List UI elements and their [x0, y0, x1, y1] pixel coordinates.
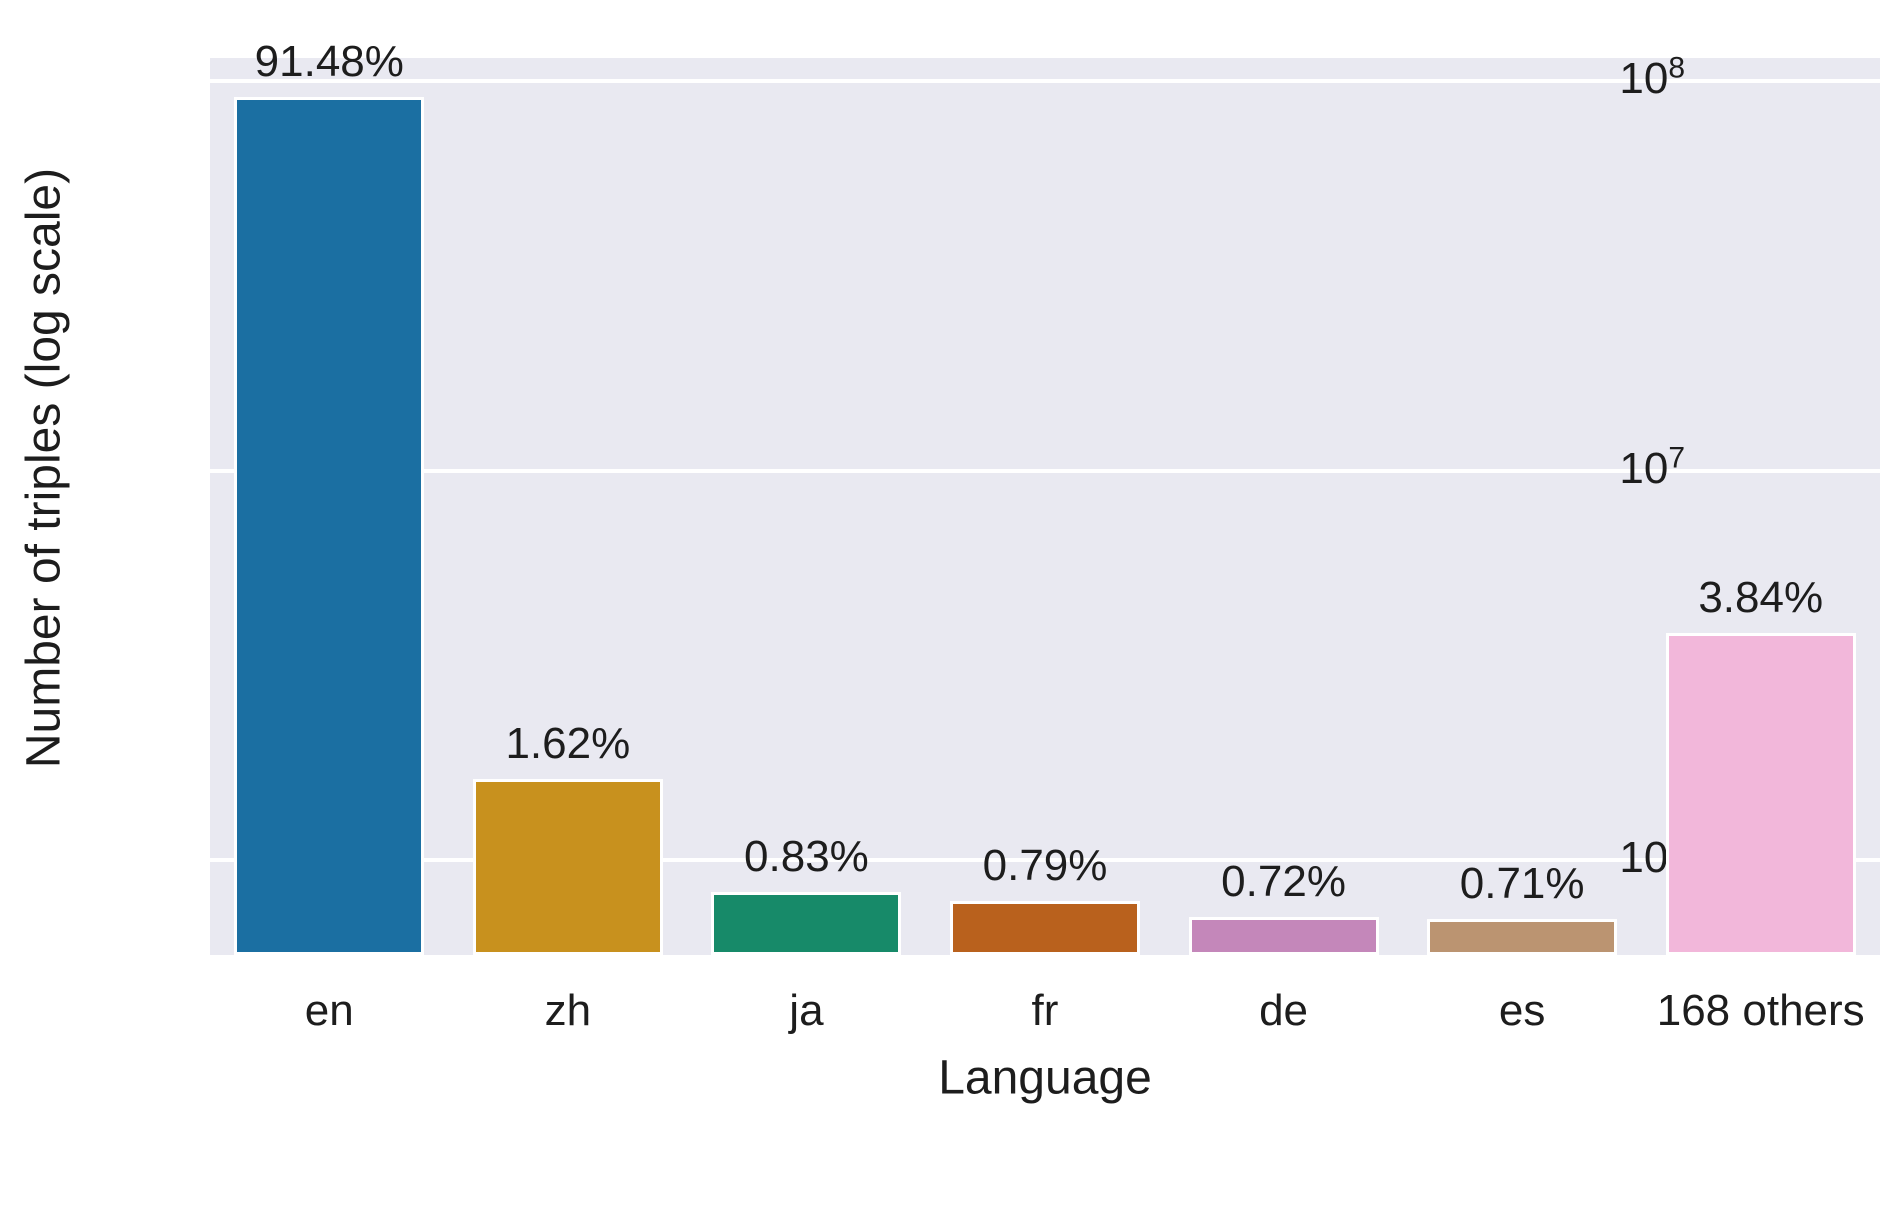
x-axis-label: Language: [938, 1051, 1152, 1105]
bar-168-others: [1665, 633, 1856, 955]
y-gridline-10e8: [210, 79, 1880, 83]
x-tick-label-de: de: [1259, 986, 1309, 1035]
y-tick-base: 10: [1619, 443, 1669, 493]
y-tick-exponent: 7: [1668, 440, 1685, 474]
y-tick-label-10e8: 108: [1619, 51, 1685, 104]
y-tick-base: 10: [1619, 833, 1669, 882]
bar-en: [234, 96, 425, 955]
x-tick-label-168-others: 168 others: [1656, 986, 1865, 1035]
bar-percent-label: 0.72%: [1221, 856, 1346, 906]
x-tick-label-ja: ja: [789, 986, 824, 1035]
bar-ja: [711, 892, 902, 955]
y-tick-exponent: 8: [1668, 51, 1685, 85]
y-tick-label-10e7: 107: [1619, 440, 1685, 494]
bar-fr: [950, 900, 1140, 955]
x-tick-label-fr: fr: [1031, 986, 1059, 1035]
bar-percent-label: 0.83%: [744, 832, 869, 882]
y-gridline-10e6: [210, 858, 1880, 862]
bar-percent-label: 91.48%: [254, 36, 404, 86]
x-tick-label-en: en: [304, 986, 354, 1035]
y-axis-label: Number of triples (log scale): [17, 167, 71, 769]
bar-es: [1427, 918, 1618, 955]
plot-area: [210, 58, 1880, 955]
bar-percent-label: 0.79%: [982, 840, 1108, 890]
y-gridline-10e7: [210, 468, 1880, 473]
x-tick-label-zh: zh: [544, 986, 592, 1035]
y-tick-base: 10: [1619, 54, 1669, 103]
bar-percent-label: 0.71%: [1459, 858, 1585, 908]
x-tick-label-es: es: [1498, 986, 1546, 1035]
bar-zh: [472, 779, 663, 955]
bar-percent-label: 3.84%: [1698, 573, 1824, 623]
bar-de: [1188, 916, 1379, 955]
bar-percent-label: 1.62%: [505, 719, 631, 769]
